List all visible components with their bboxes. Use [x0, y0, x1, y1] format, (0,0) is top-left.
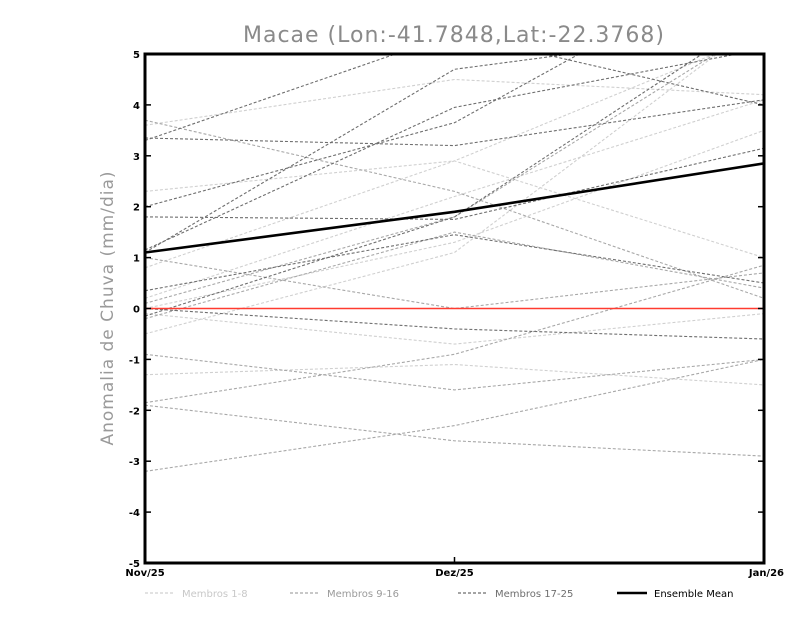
y-tick-label: -1 — [129, 355, 140, 366]
y-tick-label: 2 — [133, 203, 140, 214]
y-tick-label: -3 — [129, 457, 140, 468]
legend-label-2: Membros 9-16 — [327, 589, 399, 600]
ensemble-mean-line — [144, 162, 765, 254]
series-line-group2-member5 — [145, 358, 764, 472]
y-tick-label: 4 — [133, 101, 140, 112]
y-tick-label: 3 — [133, 152, 140, 163]
legend-label-4: Ensemble Mean — [654, 589, 733, 600]
series-line-group3-member4 — [145, 147, 764, 220]
series-line-group2-member2 — [145, 257, 764, 310]
series-line-group3-member8 — [145, 54, 704, 317]
series-line-group1-member8 — [145, 99, 764, 299]
y-tick-label: -2 — [129, 406, 140, 417]
y-tick-label: 5 — [133, 50, 140, 61]
y-tick-label: 1 — [133, 254, 140, 265]
series-line-group2-member3 — [145, 353, 764, 391]
series-line-group1-member3 — [145, 129, 764, 310]
y-tick-label: 0 — [133, 305, 140, 316]
x-tick-label: Dez/25 — [435, 568, 474, 579]
y-axis-ticks: 5 4 3 2 1 0 -1 -2 -3 -4 -5 — [129, 50, 764, 570]
legend-label-1: Membros 1-8 — [182, 589, 248, 600]
series-line-group2-member8 — [145, 264, 764, 404]
y-tick-label: -5 — [129, 559, 140, 570]
series-line-group3-member3 — [145, 54, 581, 208]
series-line-group2-member4 — [145, 404, 764, 457]
series-line-group1-member6 — [145, 313, 764, 345]
series-line-group3-member5 — [145, 54, 740, 251]
series-line-group1-member4 — [145, 54, 718, 335]
series-line-group3-member1 — [145, 54, 764, 142]
y-tick-label: -4 — [129, 508, 140, 519]
series-line-group1-member2 — [145, 160, 764, 259]
legend-label-3: Membros 17-25 — [495, 589, 573, 600]
series-line-group2-member7 — [145, 231, 764, 320]
series-layer — [145, 54, 764, 472]
series-line-group3-member6 — [145, 234, 764, 292]
legend: Membros 1-8 Membros 9-16 Membros 17-25 Ense… — [145, 589, 733, 600]
series-line-group3-member7 — [145, 307, 764, 340]
y-axis-label: Anomalia de Chuva (mm/dia) — [98, 170, 118, 445]
series-line-group1-member7 — [145, 363, 764, 386]
series-line-group2-member1 — [145, 119, 764, 299]
x-tick-label: Nov/25 — [125, 568, 164, 579]
ensemble-mean-layer — [144, 162, 765, 254]
series-line-group1-member5 — [145, 54, 716, 269]
series-line-group1-member1 — [145, 78, 764, 126]
chart-title: Macae (Lon:-41.7848,Lat:-22.3768) — [243, 23, 665, 48]
x-tick-label: Jan/26 — [748, 568, 784, 579]
x-axis-ticks: Nov/25 Dez/25 Jan/26 — [125, 557, 784, 579]
